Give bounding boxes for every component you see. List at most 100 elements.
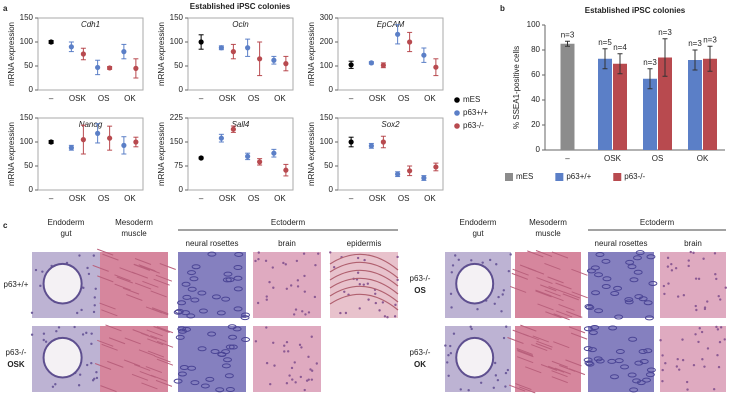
texture (303, 290, 307, 293)
texture (30, 333, 34, 336)
y-tick-label: 100 (170, 37, 184, 46)
texture (504, 371, 508, 375)
texture (54, 383, 57, 386)
texture (494, 374, 498, 377)
row-condition: OK (414, 360, 426, 369)
texture (595, 252, 605, 258)
texture (141, 382, 158, 390)
column-subtitle: muscle (121, 229, 147, 238)
texture (610, 290, 620, 296)
n-label: n=3 (643, 58, 657, 67)
plot-frame (337, 17, 444, 91)
micrograph (329, 251, 399, 319)
texture (133, 364, 151, 372)
texture (181, 310, 191, 316)
texture (670, 262, 673, 266)
x-tick-label: OSK (69, 94, 87, 103)
y-tick-label: 0 (329, 85, 334, 94)
x-tick-label: OSK (369, 194, 387, 203)
texture (555, 310, 573, 318)
texture (694, 304, 697, 308)
texture (476, 308, 479, 311)
chart-title: EpCAM (377, 20, 405, 29)
x-tick-label: OS (398, 194, 410, 203)
texture (86, 266, 89, 270)
texture (686, 388, 689, 391)
chart-title: Sall4 (232, 120, 250, 129)
micrograph (507, 324, 588, 394)
texture (290, 366, 294, 370)
lumen (455, 262, 495, 305)
bar (560, 43, 575, 150)
texture (93, 296, 96, 299)
texture (629, 387, 639, 393)
texture (509, 253, 512, 256)
texture (39, 284, 42, 288)
texture (257, 251, 260, 254)
row-label: p63-/- (410, 274, 431, 283)
x-tick-label: OSK (369, 94, 387, 103)
texture (233, 275, 243, 281)
texture (77, 384, 81, 387)
texture (536, 340, 553, 348)
plot-frame (37, 117, 144, 191)
dot (121, 49, 127, 55)
texture (93, 304, 96, 307)
x-tick-label: OSK (69, 194, 87, 203)
texture (535, 342, 552, 350)
row-label: p63-/- (6, 348, 27, 357)
texture (588, 330, 598, 336)
x-tick-label: – (199, 194, 204, 203)
texture (329, 285, 399, 303)
texture (304, 313, 307, 316)
dot (48, 139, 54, 145)
y-tick-label: 50 (24, 61, 33, 70)
texture (545, 311, 562, 319)
texture (497, 295, 500, 299)
texture (150, 290, 167, 298)
micrograph-bg (253, 252, 321, 318)
texture (358, 307, 361, 310)
texture (159, 263, 176, 270)
texture (695, 308, 698, 312)
panel-title: Established iPSC colonies (190, 2, 291, 11)
texture (540, 284, 557, 292)
texture (594, 308, 604, 314)
texture (648, 280, 658, 286)
texture (271, 266, 274, 269)
n-label: n=4 (613, 43, 627, 52)
texture (642, 377, 652, 383)
texture (627, 372, 637, 378)
error-bar (617, 53, 623, 75)
texture (662, 284, 666, 288)
texture (291, 378, 294, 381)
dot (421, 175, 427, 181)
micrograph-bg (100, 252, 168, 318)
legend-label: p63-/- (624, 172, 645, 181)
column-title: Endoderm (48, 218, 85, 227)
texture (706, 300, 709, 303)
texture (92, 310, 96, 314)
y-tick-label: 50 (174, 61, 183, 70)
texture (156, 340, 174, 348)
dot (395, 171, 401, 177)
dot (407, 39, 413, 45)
texture (329, 251, 332, 254)
error-bar (692, 49, 698, 71)
texture (91, 379, 95, 382)
micrograph (584, 250, 658, 321)
texture (454, 254, 457, 257)
texture (363, 258, 366, 262)
dot (380, 139, 386, 145)
texture (685, 380, 689, 384)
texture (152, 308, 169, 316)
texture (551, 251, 569, 259)
texture (676, 295, 680, 298)
y-tick-label: 60 (531, 70, 540, 79)
texture (138, 264, 155, 272)
texture (551, 376, 568, 384)
texture (233, 286, 243, 292)
texture (544, 262, 561, 270)
texture (694, 333, 697, 336)
texture (99, 302, 116, 310)
